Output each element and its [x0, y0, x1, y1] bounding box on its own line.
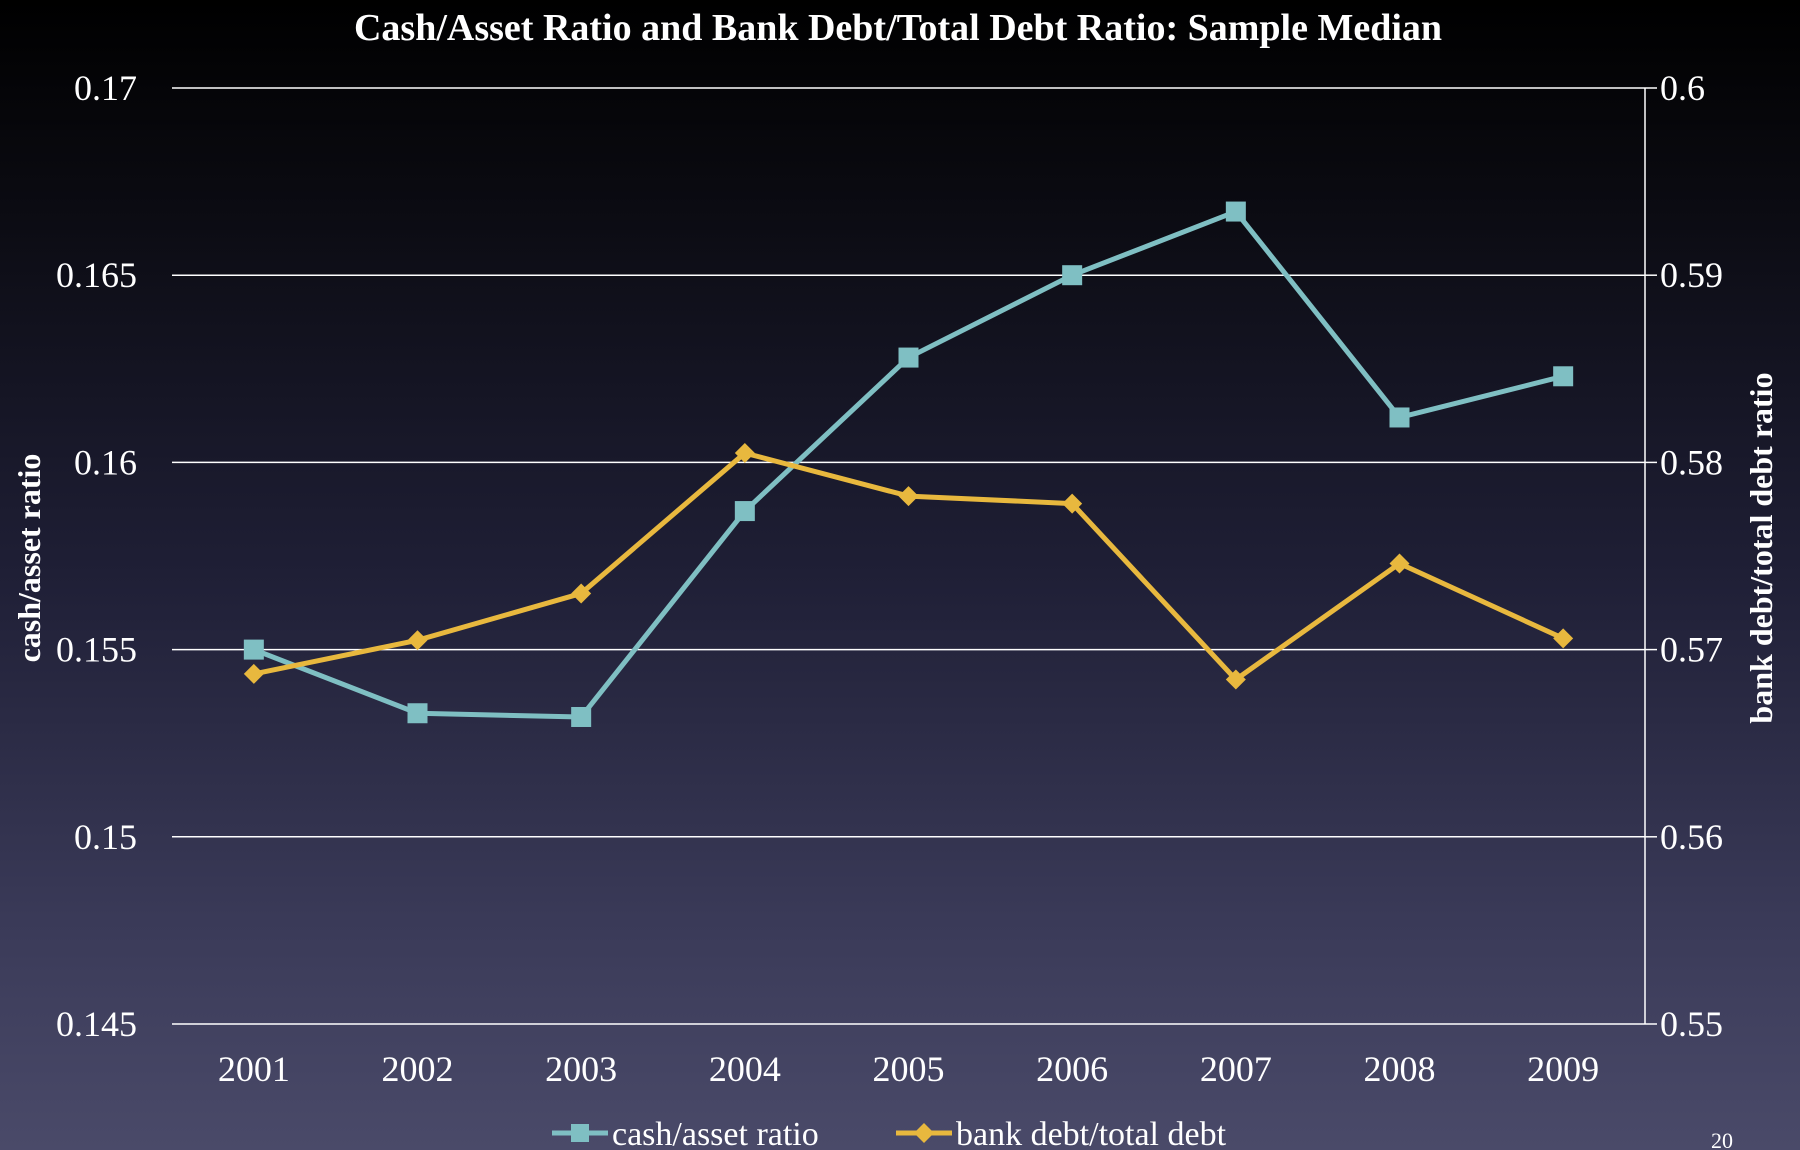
legend-marker-diamond — [914, 1123, 934, 1143]
right-tick-label: 0.58 — [1660, 442, 1723, 482]
left-tick-label: 0.16 — [74, 442, 137, 482]
legend-marker-square — [571, 1124, 589, 1142]
x-tick-label: 2004 — [709, 1049, 781, 1089]
legend-item-2: bank debt/total debt — [896, 1116, 1227, 1150]
right-tick-label: 0.56 — [1660, 817, 1723, 857]
page-number: 20 — [1711, 1128, 1733, 1150]
right-axis: 0.55 0.56 0.57 0.58 0.59 0.6 — [1644, 68, 1723, 1044]
x-tick-label: 2008 — [1364, 1049, 1436, 1089]
data-point-diamond — [1553, 628, 1574, 649]
data-point-square — [1389, 407, 1410, 428]
data-point-diamond — [407, 630, 428, 651]
right-tick-label: 0.6 — [1660, 68, 1705, 108]
data-point-square — [571, 706, 592, 727]
data-point-square — [734, 501, 755, 522]
right-tick-label: 0.55 — [1660, 1004, 1723, 1044]
legend: cash/asset ratio bank debt/total debt — [552, 1116, 1227, 1150]
x-tick-label: 2002 — [382, 1049, 454, 1089]
right-tick-label: 0.59 — [1660, 255, 1723, 295]
data-point-square — [1225, 201, 1246, 222]
left-tick-label: 0.15 — [74, 817, 137, 857]
data-point-square — [407, 703, 428, 724]
x-tick-label: 2006 — [1036, 1049, 1108, 1089]
x-axis: 2001 2002 2003 2004 2005 2006 2007 2008 2009 — [218, 1049, 1599, 1089]
legend-label: cash/asset ratio — [612, 1116, 819, 1150]
series-2 — [243, 443, 1574, 690]
grid-lines — [172, 87, 1645, 1025]
data-point-diamond — [243, 663, 264, 684]
x-tick-label: 2009 — [1527, 1049, 1599, 1089]
x-tick-label: 2003 — [545, 1049, 617, 1089]
legend-item-1: cash/asset ratio — [552, 1116, 819, 1150]
left-tick-label: 0.155 — [56, 630, 137, 670]
data-point-square — [243, 639, 264, 660]
data-point-diamond — [571, 583, 592, 604]
chart-title: Cash/Asset Ratio and Bank Debt/Total Deb… — [354, 7, 1442, 49]
series-line — [252, 209, 1564, 720]
left-axis: 0.145 0.15 0.155 0.16 0.165 0.17 — [56, 68, 137, 1044]
legend-label: bank debt/total debt — [956, 1116, 1227, 1150]
data-point-diamond — [1062, 493, 1083, 514]
x-tick-label: 2007 — [1200, 1049, 1272, 1089]
data-point-diamond — [1389, 553, 1410, 574]
left-tick-label: 0.145 — [56, 1004, 137, 1044]
left-tick-label: 0.17 — [74, 68, 137, 108]
left-tick-label: 0.165 — [56, 255, 137, 295]
data-point-square — [898, 347, 919, 368]
series-1 — [243, 201, 1574, 727]
data-point-square — [1553, 366, 1574, 387]
x-tick-label: 2001 — [218, 1049, 290, 1089]
right-tick-label: 0.57 — [1660, 630, 1723, 670]
data-point-diamond — [898, 486, 919, 507]
left-axis-title: cash/asset ratio — [11, 454, 47, 663]
series-layer — [243, 201, 1574, 727]
x-tick-label: 2005 — [873, 1049, 945, 1089]
data-point-diamond — [734, 443, 755, 464]
data-point-square — [1062, 265, 1083, 286]
right-axis-title: bank debt/total debt ratio — [1743, 372, 1779, 723]
data-point-diamond — [1225, 669, 1246, 690]
